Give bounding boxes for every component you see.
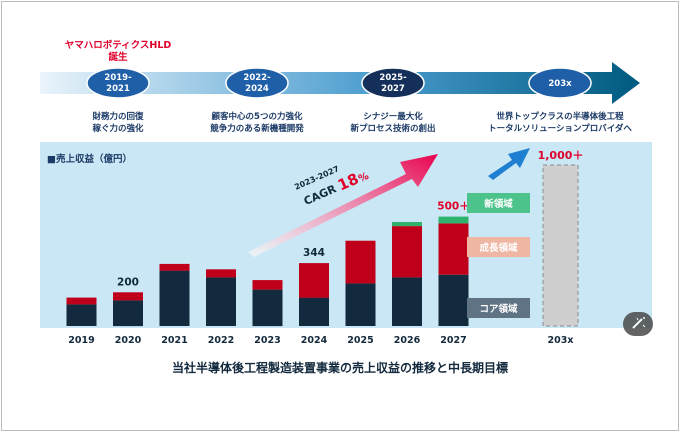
timeline-stage-period: 2024 [245, 84, 269, 94]
timeline-stage-desc: 新プロセス技術の創出 [350, 123, 435, 134]
bar-203x-target [542, 164, 579, 327]
bar-segment-2021 [159, 270, 190, 326]
data-label: 1,000＋ [538, 149, 584, 162]
x-tick-label: 2027 [440, 335, 466, 346]
magic-wand-icon [632, 317, 646, 329]
chart-title: ■売上収益（億円） [47, 153, 132, 165]
bar-segment-2024 [299, 263, 329, 298]
bar-segment-2022 [206, 269, 236, 278]
bar-segment-2026 [392, 226, 422, 278]
x-tick-label: 203x [548, 335, 574, 346]
timeline-stage-badge [86, 67, 150, 99]
bar-segment-2024 [299, 297, 329, 326]
bar-segment-2021 [159, 263, 190, 271]
data-label: 200 [117, 276, 139, 288]
timeline-stage-desc: シナジー最大化 [363, 111, 423, 122]
x-tick-label: 2022 [208, 335, 234, 346]
timeline-stage-desc: 財務力の回復 [91, 111, 144, 122]
expand-button[interactable] [623, 312, 653, 336]
timeline-stage-period: 2019- [104, 73, 132, 83]
bar-segment-2019 [66, 297, 97, 305]
timeline-stage-desc: 顧客中心の5つの力強化 [212, 111, 303, 122]
target-arrow [488, 148, 530, 180]
bar-segment-2020 [113, 300, 143, 327]
timeline-arrow [40, 62, 640, 104]
bar-segment-2023 [252, 289, 283, 327]
bar-segment-2026 [392, 222, 422, 227]
legend-label: 新領域 [484, 198, 513, 210]
cagr-arrow [248, 154, 438, 257]
bar-segment-2027 [438, 274, 469, 326]
x-tick-label: 2020 [115, 335, 142, 346]
legend-box [467, 237, 530, 257]
legend-box [467, 193, 530, 213]
logo-text-line2: 誕生 [108, 51, 128, 63]
x-tick-label: 2026 [394, 335, 421, 346]
timeline-stage-period: 203x [548, 79, 572, 89]
x-tick-label: 2023 [254, 335, 280, 346]
timeline-stage-period: 2021 [106, 84, 130, 94]
bar-segment-2019 [66, 304, 97, 326]
timeline-stage-period: 2027 [381, 84, 405, 94]
bar-segment-2022 [206, 277, 236, 326]
data-label: 344 [303, 247, 325, 259]
legend-label: コア領域 [479, 303, 518, 315]
timeline-stage-period: 2025- [379, 73, 407, 83]
timeline-stage-badge [225, 67, 289, 99]
x-tick-label: 2025 [347, 335, 373, 346]
bar-segment-2023 [252, 280, 283, 290]
timeline-stage-desc: 世界トップクラスの半導体後工程 [496, 111, 624, 122]
bar-segment-2025 [345, 240, 376, 284]
timeline-stage-badge [361, 67, 425, 99]
legend-box [467, 298, 530, 318]
chart-caption: 当社半導体後工程製造装置事業の売上収益の推移と中長期目標 [172, 360, 508, 375]
x-tick-label: 2019 [68, 335, 94, 346]
bar-segment-2026 [392, 277, 422, 326]
timeline-stage-badge [528, 67, 592, 99]
cagr-unit: % [357, 171, 371, 185]
bar-segment-2027 [438, 216, 469, 224]
timeline-stage-desc: 稼ぐ力の強化 [92, 123, 144, 134]
timeline-stage-desc: トータルソリューションプロバイダへ [488, 123, 632, 134]
logo-text-line1: ヤマハロボティクスHLD [65, 39, 172, 51]
bar-segment-2025 [345, 283, 376, 326]
timeline-stage-period: 2022- [243, 73, 271, 83]
bar-segment-2020 [113, 292, 143, 301]
legend-label: 成長領域 [479, 242, 518, 254]
x-tick-label: 2021 [161, 335, 187, 346]
x-tick-label: 2024 [301, 335, 328, 346]
timeline-stage-desc: 競争力のある新機種開発 [210, 123, 304, 134]
data-label: 500＋ [437, 201, 469, 213]
bar-segment-2027 [438, 223, 469, 275]
